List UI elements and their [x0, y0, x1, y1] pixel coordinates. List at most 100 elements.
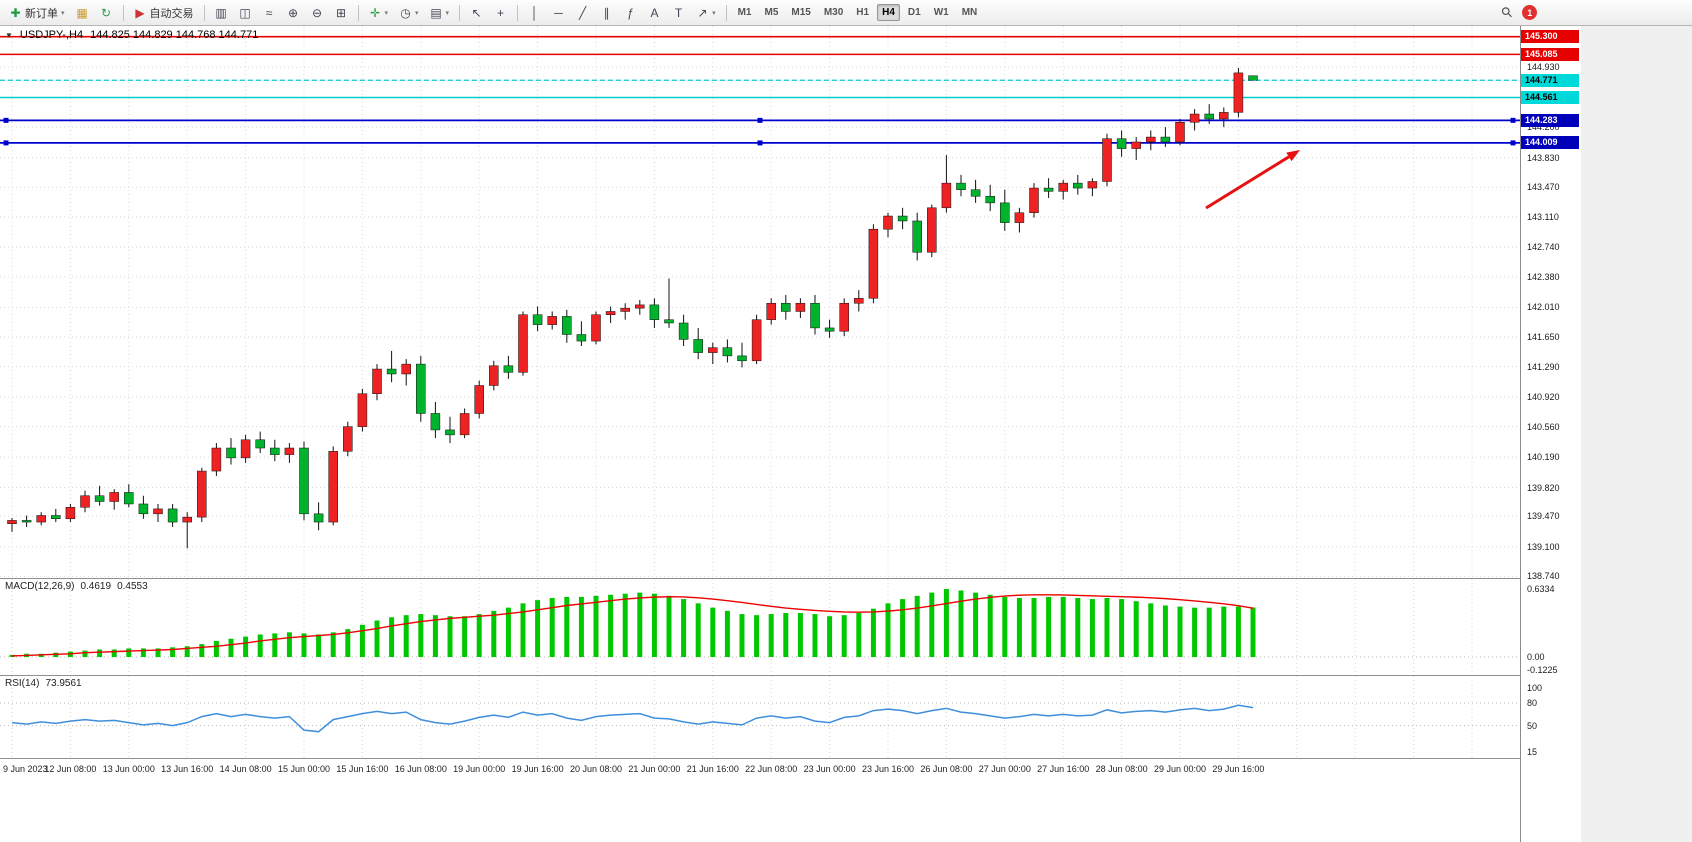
chart-header: ▼ USDJPY-,H4 144.825 144.829 144.768 144… [5, 29, 258, 41]
time-axis-label: 27 Jun 00:00 [978, 764, 1031, 774]
zoom-out-icon[interactable]: ⊖ [306, 2, 329, 24]
toolbar-divider [517, 4, 519, 21]
templates-glyph: ▤ [430, 5, 442, 20]
timeframe-button-w1[interactable]: W1 [933, 7, 949, 18]
zoom-out-icon-glyph: ⊖ [311, 5, 323, 20]
time-axis-label: 19 Jun 00:00 [453, 764, 506, 774]
fibonacci-icon-glyph: ƒ [627, 5, 634, 20]
templates-button[interactable]: ▤ ▾ [425, 2, 455, 24]
profiles-icon[interactable]: ↻ [95, 2, 118, 24]
label-icon-glyph: T [674, 5, 683, 20]
timeframe-button-mn[interactable]: MN [961, 7, 978, 18]
time-axis-label: 23 Jun 00:00 [803, 764, 856, 774]
vertical-line-icon[interactable]: │ [523, 2, 546, 24]
time-axis-label: 13 Jun 16:00 [161, 764, 214, 774]
timeframe-button-m5[interactable]: M5 [764, 7, 779, 18]
autotrading-button[interactable]: ▶ 自动交易 [129, 2, 199, 24]
zoom-in-icon[interactable]: ⊕ [282, 2, 305, 24]
timeframe-button-m15[interactable]: M15 [791, 7, 811, 18]
timeframe-button-h1[interactable]: H1 [856, 7, 870, 18]
charts-grid-icon-glyph: ▦ [76, 5, 88, 20]
macd-canvas[interactable] [0, 579, 1520, 675]
trendline-icon[interactable]: ╱ [571, 2, 594, 24]
vertical-line-icon-glyph: │ [530, 5, 539, 20]
time-axis-label: 21 Jun 16:00 [686, 764, 739, 774]
price-badge: 144.771 [1521, 73, 1579, 87]
arrows-icon[interactable]: ↗ ▾ [691, 2, 721, 24]
toolbar-right: ⚲ 1 [1497, 3, 1538, 21]
new-order-button-label: 新订单 [25, 7, 58, 20]
indicators-glyph: ✛ [369, 5, 381, 20]
timeframe-button-d1[interactable]: D1 [907, 7, 921, 18]
price-axis-label: 143.470 [1527, 182, 1560, 193]
trendline-icon-glyph: ╱ [578, 5, 587, 20]
label-icon[interactable]: T [667, 2, 690, 24]
macd-value-main: 0.4619 [80, 581, 112, 592]
price-axis-label: 144.200 [1527, 122, 1560, 133]
rsi-pane: RSI(14) 73.9561 [0, 676, 1520, 758]
periods-button[interactable]: ◷ ▾ [394, 2, 424, 24]
toolbar-divider [725, 4, 727, 21]
autotrading-glyph: ▶ [135, 5, 145, 20]
price-axis-label: 138.740 [1527, 571, 1560, 582]
price-axis-label: 141.650 [1527, 331, 1560, 342]
price-axis-label: 142.380 [1527, 271, 1560, 282]
channel-icon[interactable]: ∥ [595, 2, 618, 24]
toolbar-divider [122, 4, 124, 21]
price-axis-label: 144.930 [1527, 62, 1560, 73]
timeframe-button-h4[interactable]: H4 [877, 4, 900, 21]
line-chart-icon[interactable]: ≈ [258, 2, 281, 24]
candlestick-chart-icon[interactable]: ◫ [234, 2, 257, 24]
price-badge: 145.300 [1521, 30, 1579, 44]
timeframe-button-m1[interactable]: M1 [737, 7, 752, 18]
pane-separator[interactable] [0, 675, 1581, 676]
price-axis[interactable]: 144.930144.560144.200143.830143.470143.1… [1520, 26, 1581, 842]
rsi-label: RSI(14) 73.9561 [5, 678, 82, 689]
notifications-badge[interactable]: 1 [1522, 5, 1538, 20]
price-axis-label: 139.820 [1527, 482, 1560, 493]
horizontal-line-icon-glyph: ─ [554, 5, 563, 20]
charts-grid-icon[interactable]: ▦ [71, 2, 94, 24]
new-order-button[interactable]: ✚ 新订单 ▾ [4, 2, 70, 24]
macd-axis-label: -0.1225 [1527, 665, 1558, 676]
tile-windows-icon-glyph: ⊞ [335, 5, 347, 20]
indicators-button[interactable]: ✛ ▾ [364, 2, 394, 24]
price-axis-label: 143.830 [1527, 152, 1560, 163]
price-chart-canvas[interactable] [0, 26, 1520, 578]
time-axis-label: 28 Jun 08:00 [1095, 764, 1148, 774]
toolbar-divider [459, 4, 461, 21]
caret-down-icon: ▾ [61, 9, 65, 17]
price-axis-label: 140.920 [1527, 392, 1560, 403]
time-axis-label: 9 Jun 2023 [3, 764, 48, 774]
rsi-canvas[interactable] [0, 676, 1520, 758]
time-axis-label: 15 Jun 00:00 [277, 764, 331, 774]
time-axis-label: 27 Jun 16:00 [1037, 764, 1090, 774]
fibonacci-icon[interactable]: ƒ [619, 2, 642, 24]
timeframe-button-m30[interactable]: M30 [823, 7, 844, 18]
macd-axis-label: 0.00 [1527, 652, 1545, 662]
horizontal-line-icon[interactable]: ─ [547, 2, 570, 24]
caret-down-icon: ▾ [415, 9, 419, 17]
one-click-trading-toggle[interactable]: ▼ [5, 30, 13, 40]
price-axis-label: 140.190 [1527, 452, 1560, 463]
price-badge: 144.561 [1521, 90, 1579, 104]
chart-title-symbol: USDJPY-,H4 [19, 29, 84, 41]
tile-windows-icon[interactable]: ⊞ [330, 2, 353, 24]
channel-icon-glyph: ∥ [603, 5, 610, 20]
caret-down-icon: ▾ [445, 9, 450, 17]
caret-down-icon: ▾ [712, 9, 716, 17]
price-badge: 144.009 [1521, 136, 1579, 150]
macd-value-signal: 0.4553 [117, 581, 148, 592]
pane-separator[interactable] [0, 578, 1581, 579]
cursor-icon[interactable]: ↖ [465, 2, 488, 24]
arrows-icon-glyph: ↗ [697, 5, 708, 20]
caret-down-icon: ▾ [384, 9, 389, 17]
price-axis-label: 139.470 [1527, 511, 1560, 522]
time-axis-label: 16 Jun 08:00 [394, 764, 447, 774]
candlestick-chart-icon-glyph: ◫ [239, 5, 251, 20]
bar-chart-icon[interactable]: ▥ [210, 2, 233, 24]
time-axis-label: 15 Jun 16:00 [336, 764, 389, 774]
time-axis[interactable]: 9 Jun 2023 12 Jun 08:00 13 Jun 00:00 13 Jun… [0, 759, 1581, 783]
text-icon[interactable]: A [643, 2, 666, 24]
crosshair-icon[interactable]: + [489, 2, 512, 24]
